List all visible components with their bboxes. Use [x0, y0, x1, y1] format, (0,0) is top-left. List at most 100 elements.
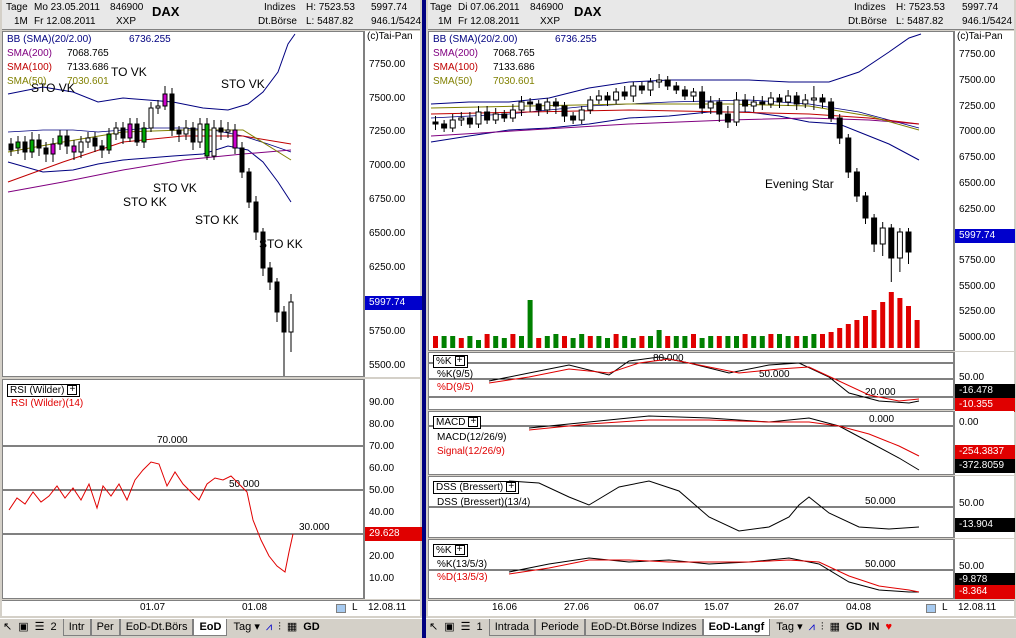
rsi-panel[interactable]: RSI (Wilder) + RSI (Wilder)(14) 70.000 50… [2, 379, 364, 599]
candle [253, 201, 259, 233]
dss-axis: 50.00 -13.904 [954, 476, 1015, 538]
stoch-k-label: %K(9/5) [437, 369, 474, 380]
candle [218, 127, 224, 133]
stoch-d-box: -10.355 [955, 398, 1015, 412]
volume-bar [742, 334, 748, 348]
stoch2-d-line [508, 559, 920, 593]
add-indicator-button[interactable]: + [454, 356, 465, 367]
volume-bar [914, 320, 920, 348]
legend-sma200-value: 7068.765 [67, 48, 109, 59]
grid-icon[interactable]: ▦ [829, 621, 840, 633]
tab-eod-langfrist[interactable]: EoD-Langf [702, 619, 771, 636]
window-separator[interactable] [422, 0, 426, 638]
list-icon[interactable]: ☰ [34, 621, 45, 633]
tab-eod-boerse[interactable]: EoD-Dt.Börs [119, 619, 194, 636]
stoch-axis: 50.00 -16.478 -10.355 [954, 352, 1015, 412]
volume-bar [871, 310, 877, 348]
change-value: 946.1/5424 [371, 16, 422, 27]
rsi-value-box: 29.628 [365, 527, 425, 541]
sma50-line [7, 129, 292, 161]
price-chart[interactable]: Evening Star BB (SMA)(20/2.00) 6736.255 … [428, 31, 954, 351]
candle [587, 99, 594, 111]
add-indicator-button[interactable]: + [506, 482, 517, 493]
candle [905, 231, 912, 253]
add-indicator-button[interactable]: + [468, 417, 479, 428]
symbol-name: DAX [574, 4, 602, 19]
volume-bar [785, 336, 791, 348]
stochastic-panel[interactable]: %K + %K(9/5) %D(9/5) 80.000 50.000 20.000 [428, 352, 954, 410]
date-tick: 04.08 [846, 602, 872, 613]
tab-eod-boerse-indizes[interactable]: EoD-Dt.Börse Indizes [584, 619, 703, 636]
candle [570, 115, 577, 121]
price-chart[interactable]: STO VK TO VK STO VK STO VK STO KK STO KK… [2, 31, 364, 377]
price-tick: 5250.00 [959, 306, 996, 317]
candle [211, 127, 217, 157]
volume-bar [837, 328, 843, 348]
candle [113, 127, 119, 135]
pointer-icon[interactable]: ↖ [3, 621, 13, 633]
dss-panel[interactable]: DSS (Bressert) + DSS (Bressert)(13/4) 50.… [428, 476, 954, 538]
candle-icon[interactable]: ⫶ [278, 621, 281, 633]
heart-icon[interactable]: ♥ [885, 621, 893, 633]
candle [595, 95, 602, 101]
candle [810, 97, 817, 101]
grid-icon[interactable]: ▦ [286, 621, 298, 633]
volume-bar [553, 334, 559, 348]
last-value: 5997.74 [962, 2, 999, 13]
candle [828, 101, 835, 119]
period-select[interactable]: Tag ▾ [233, 621, 260, 633]
pointer-icon[interactable]: ↖ [429, 621, 439, 633]
volume-bar [777, 334, 782, 348]
candle [690, 91, 697, 97]
scroll-indicator[interactable] [336, 604, 346, 613]
tab-period[interactable]: Periode [534, 619, 585, 636]
window-icon[interactable]: ▣ [444, 621, 455, 633]
add-indicator-button[interactable]: + [454, 545, 465, 556]
tab-intraday[interactable]: Intr [62, 619, 91, 636]
chart-window-right[interactable]: Tage Di 07.06.2011 846900 DAX Indizes H:… [426, 0, 1016, 638]
candle [162, 93, 168, 107]
last-value: 5997.74 [371, 2, 408, 13]
list-icon[interactable]: ☰ [460, 621, 471, 633]
stoch2-d-label: %D(13/5/3) [437, 572, 488, 583]
start-date: Di 07.06.2011 [458, 2, 520, 13]
add-indicator-button[interactable]: + [67, 385, 78, 396]
gd-button[interactable]: GD [303, 621, 320, 633]
volume-bar [734, 336, 739, 348]
volume-bar [562, 336, 567, 348]
window-icon[interactable]: ▣ [18, 621, 29, 633]
period-select[interactable]: Tag ▾ [776, 621, 803, 633]
legend-sma200-value: 7068.765 [493, 48, 535, 59]
chart-type-icon[interactable]: ⩘ [265, 621, 273, 633]
svg-text:50.000: 50.000 [759, 369, 790, 380]
slow-stochastic-panel[interactable]: %K + %K(13/5/3) %D(13/5/3) 50.000 [428, 539, 954, 599]
candle [561, 105, 568, 117]
candle [43, 147, 49, 155]
svg-text:50.000: 50.000 [865, 496, 896, 507]
tab-period[interactable]: Per [90, 619, 120, 636]
candle [267, 267, 273, 283]
favorite-number[interactable]: 1 [476, 621, 483, 633]
candle [527, 101, 534, 105]
favorite-number[interactable]: 2 [50, 621, 57, 633]
exchange-code: XXP [540, 16, 561, 27]
price-tick: 6250.00 [959, 204, 996, 215]
rsi-line [8, 461, 294, 573]
price-tick: 6750.00 [369, 194, 406, 205]
scroll-indicator[interactable] [926, 604, 936, 613]
tab-eod[interactable]: EoD [193, 619, 228, 636]
rsi-tick: 50.00 [369, 485, 395, 496]
stoch-k-box: -16.478 [955, 384, 1015, 398]
bb-upper-line [7, 33, 296, 111]
candle [432, 121, 439, 125]
in-button[interactable]: IN [868, 621, 880, 633]
chart-window-left[interactable]: Tage Mo 23.05.2011 846900 DAX Indizes H:… [0, 0, 425, 638]
macd-panel[interactable]: MACD + MACD(12/26/9) Signal(12/26/9) 0.00… [428, 411, 954, 475]
chart-type-icon[interactable]: ⩘ [808, 621, 815, 633]
tab-intraday[interactable]: Intrada [488, 619, 535, 636]
rsi-level-70-label: 70.000 [157, 435, 188, 446]
legend-bb: BB (SMA)(20/2.00) [7, 34, 92, 45]
candle [802, 99, 809, 105]
gd-button[interactable]: GD [846, 621, 863, 633]
candle-icon[interactable]: ⫶ [820, 621, 824, 633]
